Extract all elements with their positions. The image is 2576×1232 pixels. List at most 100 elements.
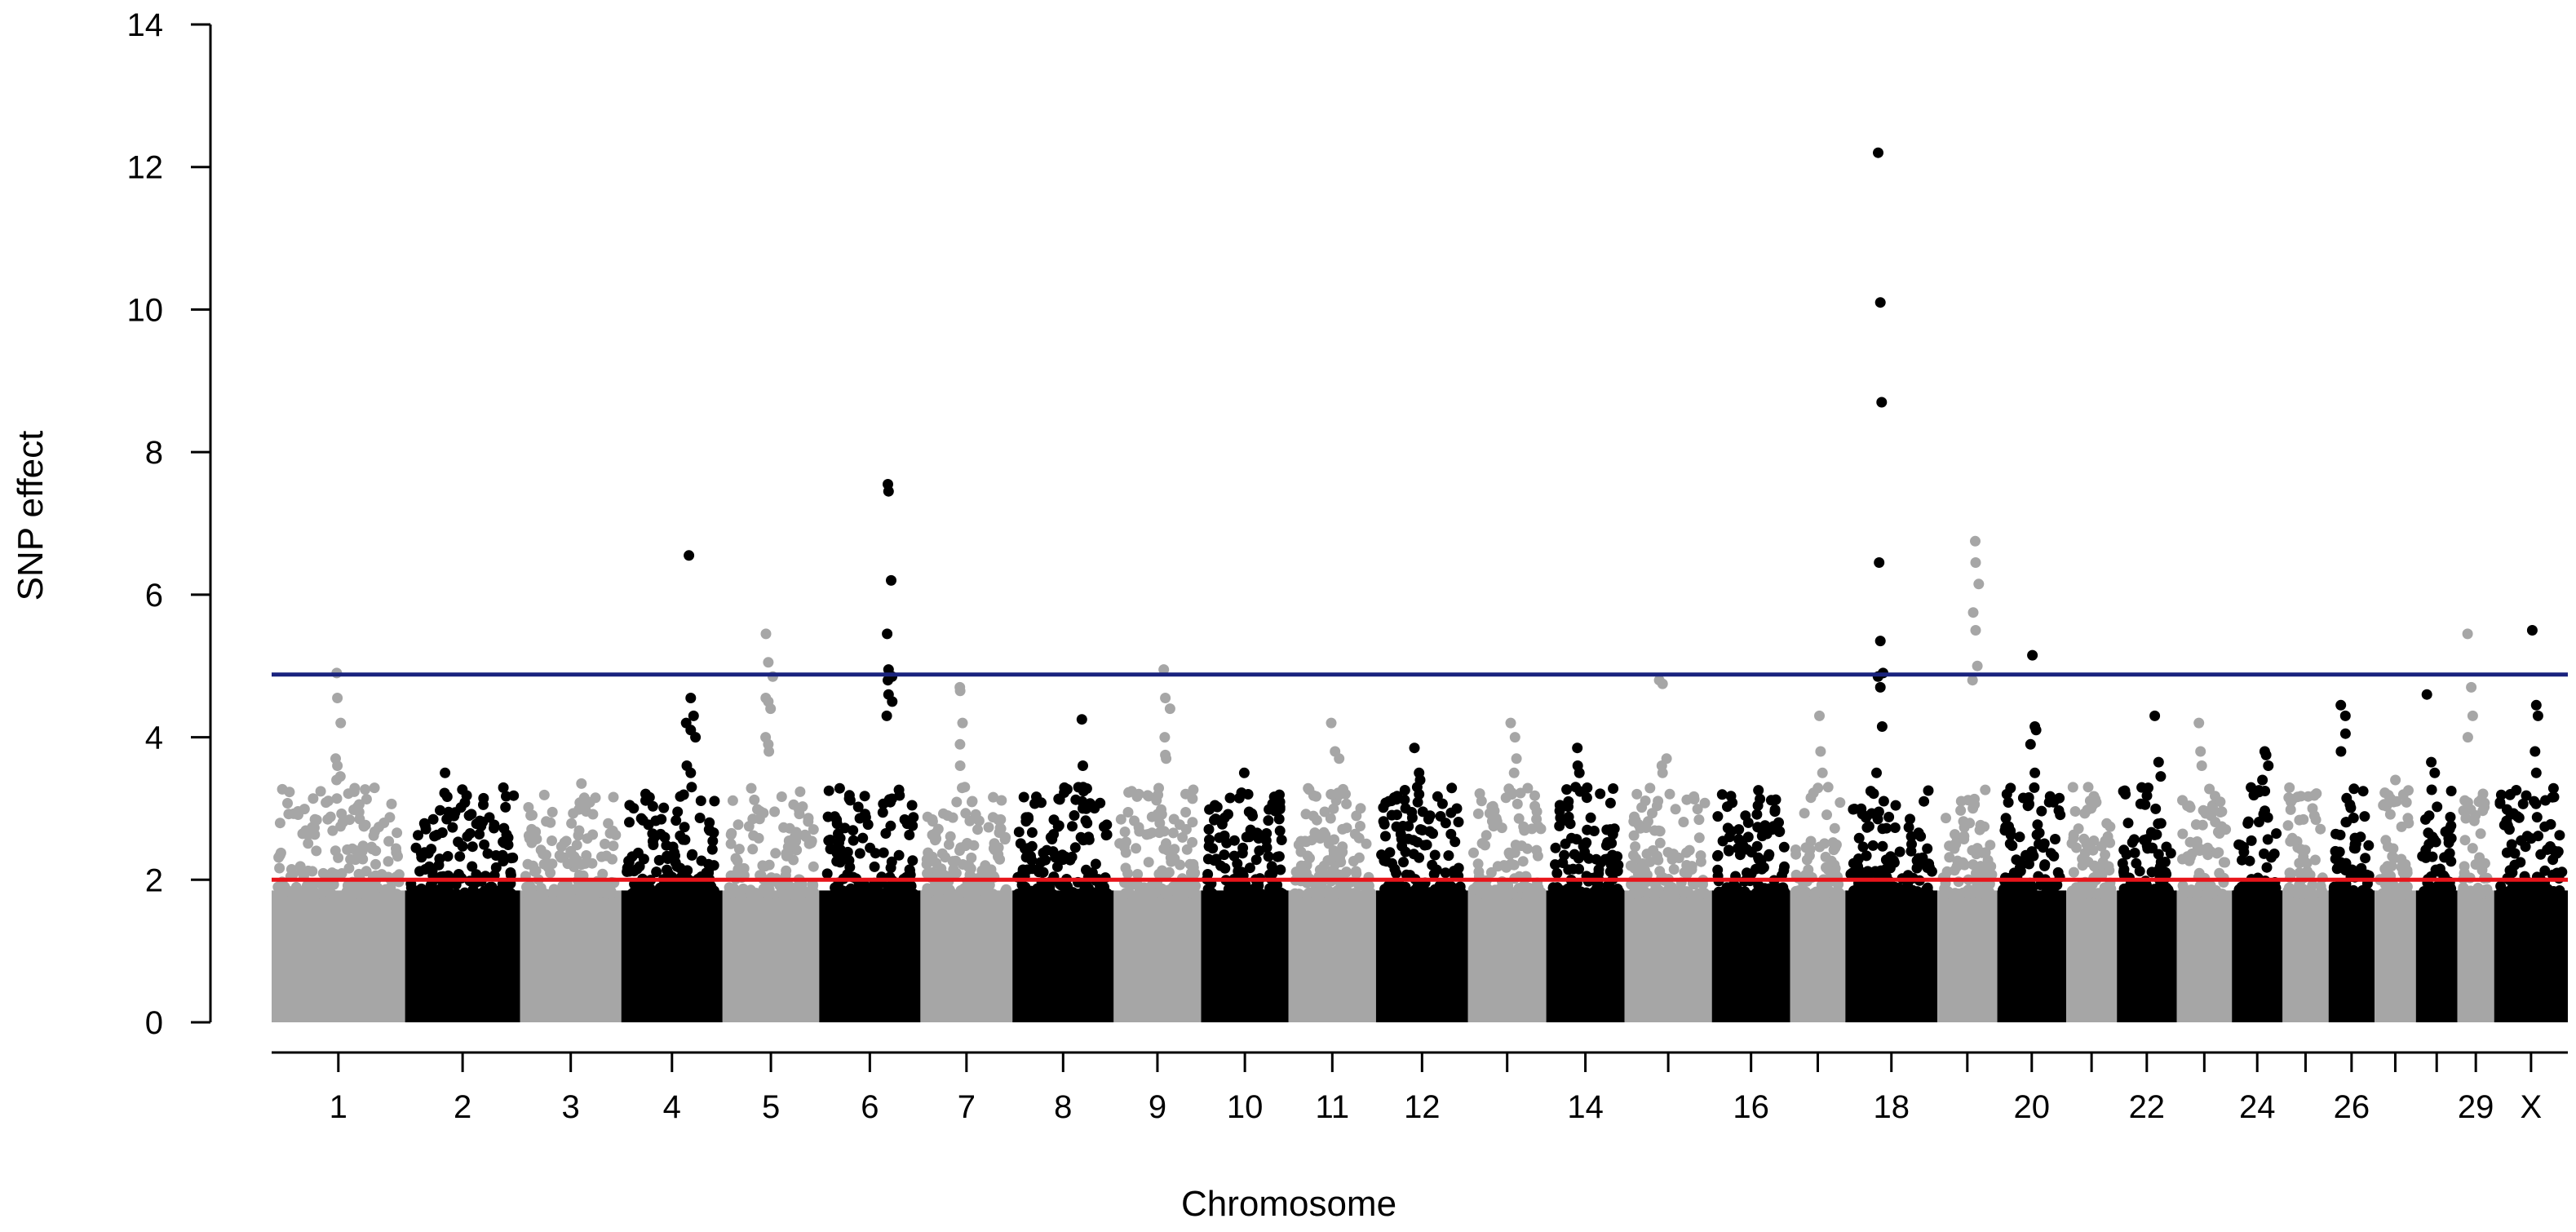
snp-point <box>336 808 347 819</box>
chromosome-band-4 <box>621 890 723 1022</box>
snp-peak-point-chr9 <box>1158 664 1170 676</box>
snp-point <box>2285 868 2296 880</box>
snp-point <box>635 813 647 824</box>
snp-point <box>383 856 394 867</box>
x-tick-label: 24 <box>2239 1089 2276 1125</box>
snp-point <box>648 831 660 843</box>
snp-point <box>1588 826 1600 836</box>
snp-point <box>1115 813 1126 825</box>
snp-point <box>808 861 819 872</box>
snp-point <box>2191 889 2202 899</box>
snp-point <box>1202 853 1214 865</box>
x-tick-label: 14 <box>1567 1089 1604 1125</box>
snp-peak-point-chr9 <box>1161 753 1172 764</box>
snp-point <box>1529 790 1540 801</box>
snp-point <box>303 838 314 849</box>
snp-point <box>870 848 881 859</box>
snp-point <box>1752 800 1764 811</box>
snp-point <box>1635 822 1646 834</box>
snp-point <box>1180 788 1191 800</box>
snp-peak-point-chr25 <box>2308 810 2320 822</box>
snp-point <box>1025 850 1036 862</box>
snp-point <box>571 840 582 851</box>
snp-peak-point-chr29 <box>2462 628 2473 640</box>
snp-point <box>2077 860 2088 871</box>
snp-point <box>461 790 472 801</box>
snp-point <box>2194 880 2206 892</box>
snp-point <box>1581 792 1592 804</box>
snp-point <box>294 861 306 872</box>
snp-point <box>1763 850 1774 862</box>
snp-point <box>1274 796 1286 808</box>
snp-point <box>624 817 635 828</box>
snp-point <box>1018 889 1029 900</box>
snp-point <box>1486 816 1498 827</box>
snp-point <box>311 845 322 857</box>
snp-point <box>1204 834 1215 845</box>
snp-point <box>2282 820 2294 831</box>
snp-point <box>1209 800 1220 811</box>
snp-point <box>1604 797 1616 809</box>
snp-point <box>842 846 853 858</box>
snp-point <box>1607 829 1618 840</box>
snp-point <box>2028 850 2039 862</box>
snp-point <box>2150 803 2162 814</box>
snp-point <box>335 821 346 832</box>
x-tick-label: 29 <box>2458 1089 2494 1125</box>
snp-point <box>2339 863 2350 875</box>
snp-point <box>1516 840 1527 852</box>
snp-point <box>1535 823 1547 835</box>
snp-point <box>1391 867 1402 879</box>
snp-peak-point-chr28 <box>2426 756 2437 768</box>
snp-point <box>274 818 285 829</box>
chromosome-band-18 <box>1845 890 1938 1022</box>
snp-point <box>1122 807 1134 818</box>
snp-point <box>1673 853 1684 863</box>
snp-point <box>547 806 558 818</box>
snp-peak-point-chr20 <box>2027 649 2038 661</box>
snp-point <box>707 835 719 847</box>
snp-point <box>1187 817 1198 828</box>
snp-point <box>1810 889 1821 899</box>
snp-point <box>1877 823 1888 835</box>
snp-point <box>2291 889 2303 900</box>
snp-point <box>1392 887 1404 898</box>
snp-point <box>2264 886 2275 897</box>
snp-point <box>604 888 616 899</box>
snp-point <box>2427 851 2438 862</box>
y-tick-label: 10 <box>127 292 164 328</box>
snp-point <box>2509 848 2521 859</box>
snp-point <box>807 881 818 893</box>
snp-point <box>706 844 718 855</box>
snp-point <box>980 860 991 871</box>
snp-point <box>2003 821 2014 832</box>
snp-point <box>2424 888 2436 899</box>
snp-point <box>2517 798 2529 809</box>
snp-point <box>709 795 720 807</box>
snp-point <box>457 840 468 852</box>
snp-point <box>2547 854 2559 866</box>
snp-point <box>852 889 864 900</box>
snp-point <box>1143 857 1154 868</box>
snp-point <box>733 819 744 831</box>
snp-peak-point-chr19 <box>1970 557 1981 568</box>
snp-point <box>906 888 918 899</box>
snp-point <box>498 836 509 848</box>
snp-peak-point-chr24 <box>2257 774 2268 786</box>
snp-point <box>1033 888 1044 899</box>
snp-point <box>750 888 762 899</box>
snp-point <box>2544 841 2556 852</box>
snp-point <box>1215 860 1226 871</box>
snp-point <box>1769 804 1781 815</box>
snp-point <box>1571 834 1582 845</box>
snp-point <box>2081 839 2092 850</box>
snp-point <box>2029 782 2040 793</box>
snp-point <box>2165 848 2176 859</box>
snp-point <box>2522 887 2534 898</box>
snp-point <box>1210 813 1221 825</box>
snp-point <box>459 887 471 898</box>
snp-point <box>1380 797 1392 809</box>
snp-point <box>624 866 635 877</box>
snp-point <box>1151 795 1162 806</box>
snp-point <box>569 851 580 862</box>
